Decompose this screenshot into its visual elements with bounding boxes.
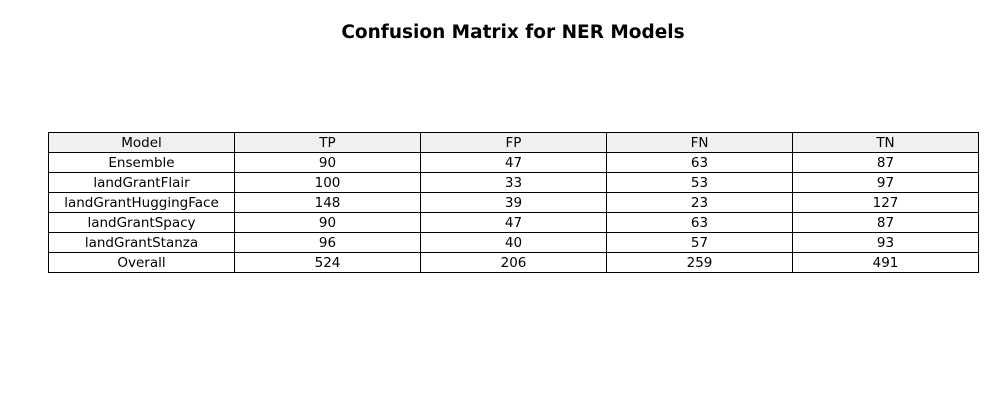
fn-cell: 63 — [606, 152, 793, 173]
column-header-fp: FP — [420, 132, 607, 153]
fp-cell: 39 — [420, 192, 607, 213]
model-cell: landGrantSpacy — [48, 212, 235, 233]
chart-title: Confusion Matrix for NER Models — [341, 22, 685, 43]
table-row: landGrantSpacy 90 47 63 87 — [48, 212, 979, 233]
model-cell: Overall — [48, 252, 235, 273]
tn-cell: 491 — [792, 252, 979, 273]
column-header-fn: FN — [606, 132, 793, 153]
tp-cell: 148 — [234, 192, 421, 213]
fp-cell: 40 — [420, 232, 607, 253]
fn-cell: 259 — [606, 252, 793, 273]
fn-cell: 63 — [606, 212, 793, 233]
model-cell: landGrantStanza — [48, 232, 235, 253]
column-header-tn: TN — [792, 132, 979, 153]
tn-cell: 97 — [792, 172, 979, 193]
table-row: landGrantFlair 100 33 53 97 — [48, 172, 979, 193]
tn-cell: 93 — [792, 232, 979, 253]
confusion-matrix-table: Model TP FP FN TN Ensemble 90 47 63 87 l… — [48, 132, 979, 273]
table-row: landGrantStanza 96 40 57 93 — [48, 232, 979, 253]
table-row: landGrantHuggingFace 148 39 23 127 — [48, 192, 979, 213]
fn-cell: 23 — [606, 192, 793, 213]
column-header-tp: TP — [234, 132, 421, 153]
fp-cell: 33 — [420, 172, 607, 193]
fp-cell: 206 — [420, 252, 607, 273]
fp-cell: 47 — [420, 152, 607, 173]
tn-cell: 127 — [792, 192, 979, 213]
tp-cell: 524 — [234, 252, 421, 273]
model-cell: landGrantFlair — [48, 172, 235, 193]
fn-cell: 57 — [606, 232, 793, 253]
tn-cell: 87 — [792, 212, 979, 233]
tn-cell: 87 — [792, 152, 979, 173]
tp-cell: 90 — [234, 212, 421, 233]
tp-cell: 96 — [234, 232, 421, 253]
fp-cell: 47 — [420, 212, 607, 233]
table-header-row: Model TP FP FN TN — [48, 132, 979, 153]
table-row-overall: Overall 524 206 259 491 — [48, 252, 979, 273]
fn-cell: 53 — [606, 172, 793, 193]
column-header-model: Model — [48, 132, 235, 153]
tp-cell: 90 — [234, 152, 421, 173]
model-cell: Ensemble — [48, 152, 235, 173]
tp-cell: 100 — [234, 172, 421, 193]
table-row: Ensemble 90 47 63 87 — [48, 152, 979, 173]
model-cell: landGrantHuggingFace — [48, 192, 235, 213]
